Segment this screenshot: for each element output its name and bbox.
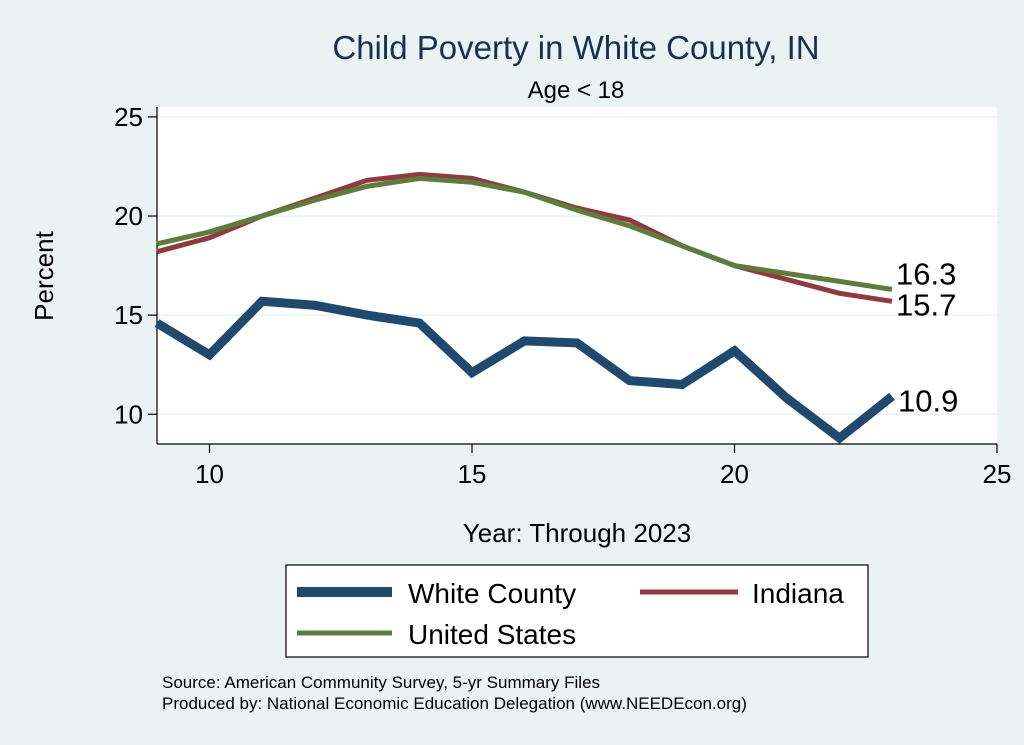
y-tick-label-15: 15 bbox=[114, 300, 143, 330]
series-line-united-states bbox=[156, 175, 893, 292]
plot-area bbox=[157, 107, 997, 444]
series-lines bbox=[154, 171, 895, 444]
series-line-white-county bbox=[154, 296, 895, 444]
end-label-indiana: 15.7 bbox=[896, 287, 956, 322]
x-tick-label-25: 25 bbox=[983, 459, 1012, 489]
x-axis-title: Year: Through 2023 bbox=[463, 518, 691, 548]
y-tick-label-25: 25 bbox=[114, 102, 143, 132]
y-tick-label-20: 20 bbox=[114, 201, 143, 231]
gridlines bbox=[157, 116, 997, 416]
chart-title: Child Poverty in White County, IN bbox=[332, 29, 819, 66]
end-label-united-states: 16.3 bbox=[896, 256, 956, 291]
end-labels: 10.9 15.716.3 bbox=[896, 256, 958, 418]
legend-box bbox=[285, 564, 869, 658]
produced-note: Produced by: National Economic Education… bbox=[162, 694, 747, 713]
y-axis-title: Percent bbox=[29, 230, 59, 320]
legend: White County Indiana United States bbox=[285, 564, 869, 658]
legend-label-white-county: White County bbox=[408, 578, 576, 609]
axis-ticks: 10 15 20 25 10 15 20 25 bbox=[114, 102, 1011, 489]
chart-subtitle: Age < 18 bbox=[528, 77, 625, 104]
source-note: Source: American Community Survey, 5-yr … bbox=[162, 673, 600, 692]
y-tick-label-10: 10 bbox=[114, 399, 143, 429]
end-label-white-county: 10.9 bbox=[898, 383, 958, 418]
x-tick-label-10: 10 bbox=[195, 459, 224, 489]
x-tick-label-20: 20 bbox=[720, 459, 749, 489]
legend-label-united-states: United States bbox=[408, 619, 576, 650]
legend-label-indiana: Indiana bbox=[752, 578, 844, 609]
x-tick-label-15: 15 bbox=[458, 459, 487, 489]
